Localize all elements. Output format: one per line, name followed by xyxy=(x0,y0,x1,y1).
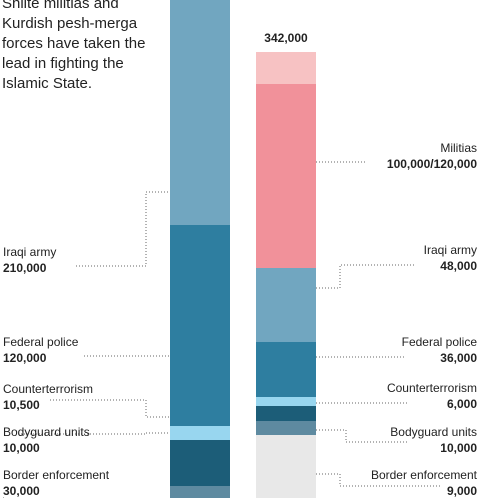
bar-1 xyxy=(170,0,230,498)
segment-value-iraqi-army: 48,000 xyxy=(440,259,477,273)
segment-label-border-enforcement: Border enforcement xyxy=(371,468,478,482)
bar-2-segment-federal-police xyxy=(256,342,316,397)
bar-2 xyxy=(256,52,316,498)
bar-total-label: 342,000 xyxy=(264,31,308,45)
segment-value-counterterrorism: 6,000 xyxy=(447,397,477,411)
leader-line-bodyguard-units xyxy=(316,429,408,443)
segment-value-bodyguard-units: 10,000 xyxy=(3,441,40,455)
bar-1-segment-iraqi-army xyxy=(170,225,230,409)
bar-1-segment-unlabeled xyxy=(170,0,230,225)
segment-value-iraqi-army: 210,000 xyxy=(3,261,47,275)
segment-label-counterterrorism: Counterterrorism xyxy=(3,382,93,396)
leader-line-counterterrorism xyxy=(50,399,170,418)
bar-2-segment-unlabeled xyxy=(256,52,316,84)
bar-2-segment-militias xyxy=(256,84,316,268)
segment-value-counterterrorism: 10,500 xyxy=(3,398,40,412)
bar-2-segment-border-enforcement xyxy=(256,435,316,498)
bar-1-segment-bodyguard-units xyxy=(170,440,230,486)
segment-value-bodyguard-units: 10,000 xyxy=(440,441,477,455)
segment-label-federal-police: Federal police xyxy=(3,335,79,349)
segment-label-counterterrorism: Counterterrorism xyxy=(387,381,477,395)
segment-label-federal-police: Federal police xyxy=(402,335,478,349)
bar-2-segment-unlabeled xyxy=(256,397,316,406)
segment-label-iraqi-army: Iraqi army xyxy=(424,243,477,257)
segment-value-border-enforcement: 9,000 xyxy=(447,484,477,498)
segment-label-border-enforcement: Border enforcement xyxy=(3,468,110,482)
leader-line-iraqi-army xyxy=(76,191,170,267)
segment-value-militias: 100,000/120,000 xyxy=(387,157,477,171)
bar-groups xyxy=(170,0,316,498)
bar-2-segment-counterterrorism xyxy=(256,406,316,421)
leader-line-bodyguard-units xyxy=(18,432,170,435)
leader-lines xyxy=(3,161,440,498)
leader-line-iraqi-army xyxy=(316,264,416,289)
segment-label-militias: Militias xyxy=(440,141,477,155)
segment-label-iraqi-army: Iraqi army xyxy=(3,245,56,259)
bar-1-segment-federal-police xyxy=(170,409,230,426)
segment-value-border-enforcement: 30,000 xyxy=(3,484,40,498)
intro-text: Shiite militias and Kurdish pesh-merga f… xyxy=(2,0,146,92)
segment-label-bodyguard-units: Bodyguard units xyxy=(3,425,90,439)
bar-2-segment-bodyguard-units xyxy=(256,421,316,435)
bar-1-segment-border-enforcement xyxy=(170,486,230,498)
segment-value-federal-police: 120,000 xyxy=(3,351,47,365)
leader-line-border-enforcement xyxy=(316,473,440,487)
segment-value-federal-police: 36,000 xyxy=(440,351,477,365)
bar-2-segment-iraqi-army xyxy=(256,268,316,342)
bar-1-segment-counterterrorism xyxy=(170,426,230,440)
segment-label-bodyguard-units: Bodyguard units xyxy=(390,425,477,439)
segment-labels: Border enforcement 30,000 Bodyguard units 1… xyxy=(3,31,478,498)
